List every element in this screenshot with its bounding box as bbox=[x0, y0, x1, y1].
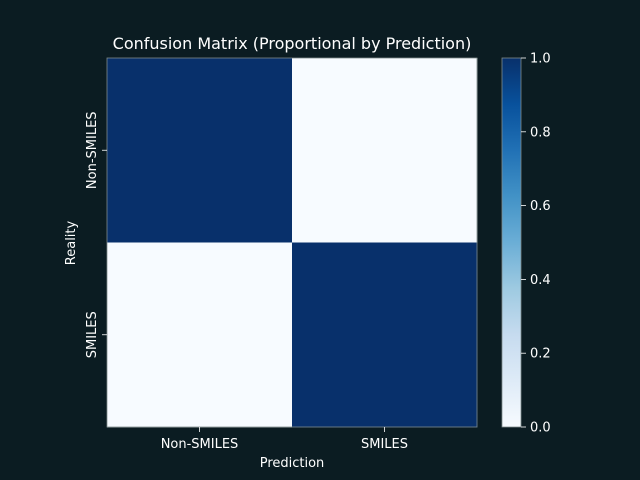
colorbar-tick-label: 1.0 bbox=[530, 52, 551, 67]
colorbar-tick-label: 0.0 bbox=[530, 421, 551, 436]
colorbar-tick-label: 0.6 bbox=[530, 199, 551, 214]
chart-title: Confusion Matrix (Proportional by Predic… bbox=[113, 34, 472, 53]
colorbar-tick-label: 0.2 bbox=[530, 347, 551, 362]
heatmap-cell bbox=[107, 58, 293, 243]
x-axis-label: Prediction bbox=[260, 456, 325, 471]
heatmap-cell bbox=[107, 242, 293, 428]
plot-frame bbox=[106, 57, 478, 428]
heatmap-cell bbox=[292, 242, 478, 428]
x-tick-label: SMILES bbox=[361, 437, 408, 452]
colorbar-ticks: 0.0 0.2 0.4 0.6 0.8 1.0 bbox=[521, 52, 551, 436]
colorbar-tick-label: 0.4 bbox=[530, 273, 551, 288]
y-tick-label: SMILES bbox=[85, 311, 100, 358]
colorbar bbox=[501, 57, 522, 428]
y-axis-ticks: Non-SMILES SMILES bbox=[85, 111, 107, 358]
x-tick-label: Non-SMILES bbox=[161, 437, 239, 452]
colorbar-tick-label: 0.8 bbox=[530, 125, 551, 140]
y-tick-label: Non-SMILES bbox=[85, 111, 100, 189]
y-axis-label: Reality bbox=[64, 220, 79, 265]
heatmap-cells bbox=[107, 58, 478, 428]
x-axis-ticks: Non-SMILES SMILES bbox=[161, 427, 408, 452]
heatmap-cell bbox=[292, 58, 478, 243]
